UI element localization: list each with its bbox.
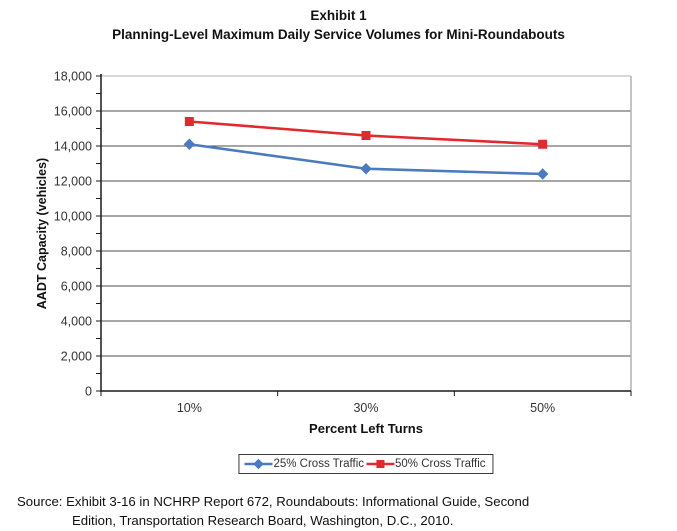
y-tick-label: 18,000 bbox=[54, 70, 92, 84]
line-chart: 0 2,000 4,000 6,000 8,000 10,000 12,000 14,000 1… bbox=[35, 70, 632, 436]
diamond-marker-icon bbox=[244, 458, 273, 470]
data-point-marker bbox=[183, 138, 196, 150]
data-point-marker bbox=[360, 163, 372, 175]
data-point-marker bbox=[361, 131, 371, 140]
y-tick-label: 8,000 bbox=[61, 245, 92, 259]
legend-label: 25% Cross Traffic bbox=[273, 458, 364, 470]
chart-title-block: Exhibit 1 Planning-Level Maximum Daily S… bbox=[0, 7, 677, 45]
x-tick-label: 50% bbox=[530, 401, 555, 415]
y-tick-label: 12,000 bbox=[54, 175, 92, 189]
source-line-2: Edition, Transportation Research Board, … bbox=[72, 513, 454, 529]
chart-title: Planning-Level Maximum Daily Service Vol… bbox=[112, 26, 565, 42]
data-point-marker bbox=[536, 168, 549, 180]
source-line-1: Source: Exhibit 3-16 in NCHRP Report 672… bbox=[17, 494, 530, 509]
y-tick-label: 6,000 bbox=[61, 280, 92, 294]
legend-item: 50% Cross Traffic bbox=[366, 458, 486, 470]
data-point-marker bbox=[538, 139, 548, 149]
y-tick-label: 14,000 bbox=[54, 140, 92, 154]
x-tick-label: 30% bbox=[353, 401, 378, 415]
chart-legend: 25% Cross Traffic 50% Cross Traffic bbox=[238, 454, 494, 474]
data-point-marker bbox=[253, 458, 264, 470]
square-marker-icon bbox=[366, 460, 394, 468]
series-square bbox=[184, 117, 548, 149]
x-axis-title: Percent Left Turns bbox=[309, 421, 423, 436]
y-tick-label: 0 bbox=[85, 385, 92, 399]
exhibit-number: Exhibit 1 bbox=[310, 8, 367, 23]
data-point-marker bbox=[184, 117, 194, 126]
y-axis-title: AADT Capacity (vehicles) bbox=[35, 158, 49, 309]
y-tick-label: 16,000 bbox=[54, 105, 92, 119]
y-tick-label: 10,000 bbox=[54, 210, 92, 224]
series-diamond bbox=[183, 138, 549, 180]
data-point-marker bbox=[376, 460, 384, 468]
x-tick-label: 10% bbox=[177, 401, 202, 415]
legend-item: 25% Cross Traffic bbox=[244, 458, 364, 470]
y-tick-label: 2,000 bbox=[61, 350, 92, 364]
source-citation: Source: Exhibit 3-16 in NCHRP Report 672… bbox=[17, 492, 667, 530]
legend-label: 50% Cross Traffic bbox=[395, 458, 486, 470]
y-tick-label: 4,000 bbox=[61, 315, 92, 329]
